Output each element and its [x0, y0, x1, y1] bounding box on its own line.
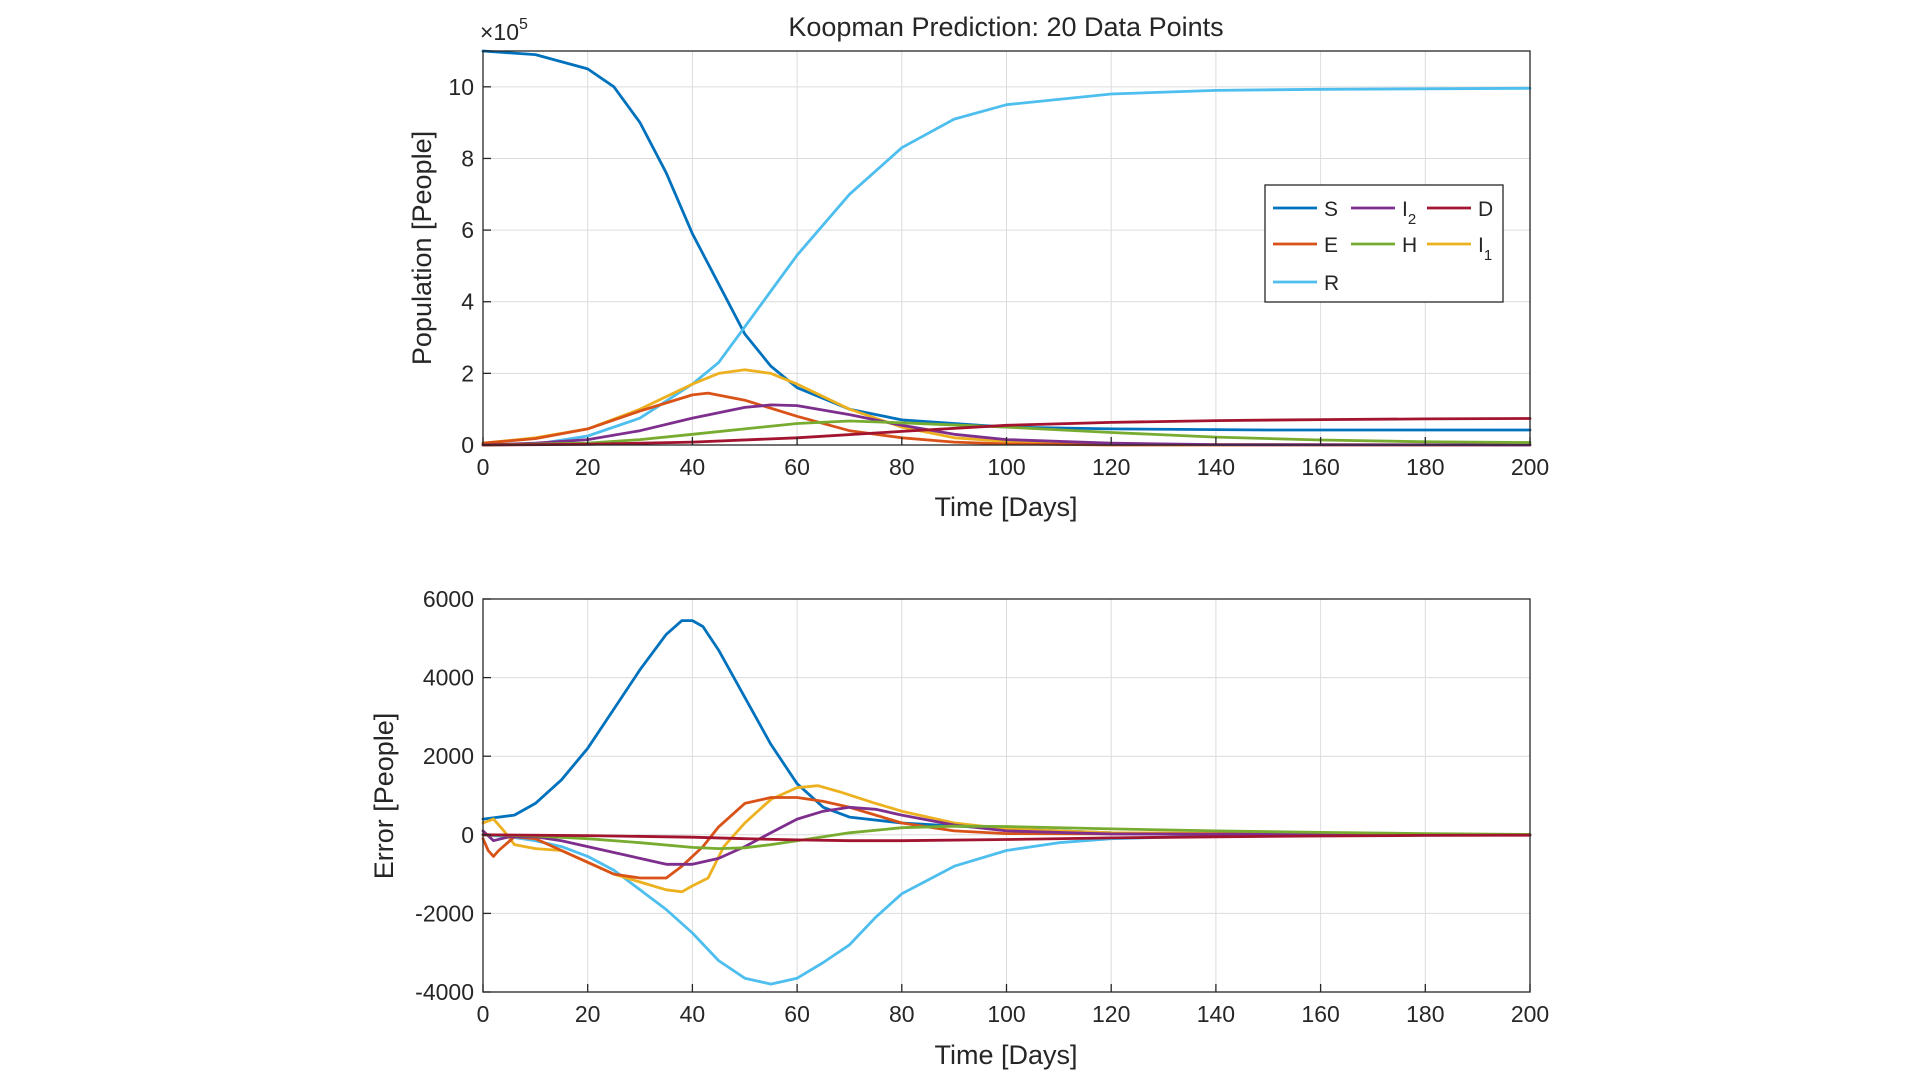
population-series-line-d	[481, 417, 1532, 447]
error-x-tick-label: 80	[889, 1001, 915, 1027]
population-x-tick-label: 100	[987, 454, 1025, 480]
error-x-tick-label: 200	[1511, 1001, 1549, 1027]
population-x-tick-label: 140	[1197, 454, 1235, 480]
population-series	[481, 49, 1532, 447]
error-series-line-s	[481, 619, 1532, 837]
error-y-tick-label: -4000	[415, 979, 474, 1005]
population-y-tick-label: 8	[461, 145, 474, 171]
population-series-line-i2	[481, 403, 1532, 447]
error-x-tick-label: 120	[1092, 1001, 1130, 1027]
population-x-axis-label: Time [Days]	[934, 492, 1077, 522]
error-axes: 0 20 40 60 80 100 120 140 160 180 200 -4000 -2000 0 20…	[369, 586, 1549, 1070]
error-x-tick-label: 40	[680, 1001, 706, 1027]
population-x-tick-label: 60	[784, 454, 810, 480]
error-series-line-e	[481, 796, 1532, 880]
error-y-tick-label: 0	[461, 822, 474, 848]
legend-label-r: R	[1324, 272, 1339, 295]
population-y-axis-label: Population [People]	[407, 131, 437, 365]
y-axis-exponent: ×105	[480, 16, 528, 45]
error-y-tick-label: 4000	[423, 665, 474, 691]
error-x-tick-label: 100	[987, 1001, 1025, 1027]
error-y-tick-label: -2000	[415, 900, 474, 926]
population-y-tick-label: 0	[461, 432, 474, 458]
population-series-line-r	[481, 86, 1532, 447]
error-x-tick-label: 160	[1301, 1001, 1339, 1027]
legend-label-i2: I2	[1402, 198, 1416, 228]
population-x-tick-label: 160	[1301, 454, 1339, 480]
error-x-tick-label: 60	[784, 1001, 810, 1027]
population-y-tick-label: 10	[448, 74, 474, 100]
legend-label-e: E	[1324, 234, 1338, 257]
population-x-tick-label: 0	[477, 454, 490, 480]
chart-title: Koopman Prediction: 20 Data Points	[788, 12, 1223, 42]
legend: S I2 D E H I1 R	[1264, 184, 1504, 303]
error-series-line-h	[481, 824, 1532, 850]
y-axis-exponent-power: 5	[519, 16, 528, 33]
error-y-tick-label: 6000	[423, 586, 474, 612]
legend-label-i1: I1	[1478, 234, 1492, 264]
population-y-tick-label: 2	[461, 360, 474, 386]
population-x-tick-label: 20	[575, 454, 601, 480]
legend-label-s: S	[1324, 198, 1338, 221]
error-x-tick-label: 0	[477, 1001, 490, 1027]
error-x-axis-label: Time [Days]	[934, 1040, 1077, 1070]
error-x-tick-label: 20	[575, 1001, 601, 1027]
error-x-tick-label: 140	[1197, 1001, 1235, 1027]
legend-label-h: H	[1402, 234, 1417, 257]
population-series-line-e	[481, 391, 1532, 447]
error-series-line-i2	[481, 805, 1532, 866]
population-y-tick-label: 4	[461, 289, 474, 315]
population-x-tick-label: 120	[1092, 454, 1130, 480]
error-y-axis-label: Error [People]	[369, 713, 399, 880]
population-y-tick-label: 6	[461, 217, 474, 243]
population-series-line-h	[481, 419, 1532, 447]
population-ticks: 0 20 40 60 80 100 120 140 160 180 200 0 2 4 6 8 10	[448, 74, 1549, 480]
population-x-tick-label: 40	[680, 454, 706, 480]
error-y-tick-label: 2000	[423, 743, 474, 769]
error-series-line-i1	[481, 784, 1532, 894]
population-x-tick-label: 200	[1511, 454, 1549, 480]
population-x-tick-label: 180	[1406, 454, 1444, 480]
population-axes: 0 20 40 60 80 100 120 140 160 180 200 0 2 4 6 8 10 Koopm…	[407, 12, 1549, 522]
population-x-tick-label: 80	[889, 454, 915, 480]
error-series-line-r	[481, 833, 1532, 986]
error-series	[481, 619, 1532, 986]
y-axis-exponent-base: ×10	[480, 19, 519, 45]
error-series-line-d	[481, 833, 1532, 843]
legend-label-d: D	[1478, 198, 1493, 221]
error-x-tick-label: 180	[1406, 1001, 1444, 1027]
error-ticks: 0 20 40 60 80 100 120 140 160 180 200 -4000 -2000 0 20…	[415, 586, 1549, 1027]
